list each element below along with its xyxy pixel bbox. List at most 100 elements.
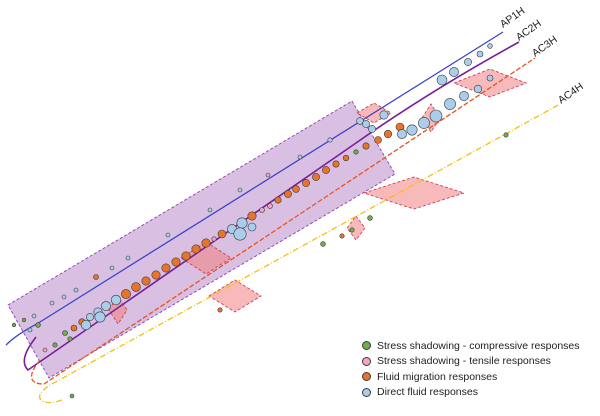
response-marker (207, 207, 213, 213)
response-marker (267, 203, 273, 209)
response-marker (322, 166, 330, 174)
legend-item-tensile: Stress shadowing - tensile responses (362, 354, 598, 370)
well-path-ac2h (23, 41, 520, 372)
response-marker (217, 307, 223, 313)
response-marker (368, 125, 376, 133)
legend-label-direct-fluid: Direct fluid responses (377, 386, 478, 399)
response-marker (436, 74, 448, 86)
response-marker (11, 322, 17, 328)
response-marker (80, 319, 92, 331)
response-marker (49, 300, 55, 306)
compressive-marker-icon (362, 341, 371, 351)
fracture-zone (362, 176, 466, 210)
response-markers-layer (11, 43, 509, 399)
response-marker (171, 257, 181, 267)
response-marker (191, 244, 201, 254)
response-marker (151, 270, 161, 280)
stimulated-region-layer (7, 100, 396, 379)
response-marker (327, 137, 333, 143)
legend-label-tensile: Stress shadowing - tensile responses (377, 355, 551, 368)
fluid-migration-marker-icon (362, 372, 371, 382)
response-marker (476, 50, 484, 58)
response-marker (73, 287, 79, 293)
response-marker (312, 173, 320, 181)
legend-item-compressive: Stress shadowing - compressive responses (362, 338, 598, 354)
response-marker (93, 274, 99, 280)
response-marker (339, 233, 345, 239)
response-marker (69, 393, 75, 399)
direct-fluid-marker-icon (362, 387, 371, 397)
response-marker (374, 136, 382, 144)
response-marker (109, 265, 115, 271)
response-marker (379, 110, 389, 120)
fracture-zone (346, 215, 366, 241)
response-marker (444, 98, 456, 110)
response-marker (62, 330, 68, 336)
response-marker (181, 251, 191, 261)
response-marker (418, 117, 430, 129)
response-marker (121, 289, 131, 299)
response-marker (211, 236, 217, 242)
well-paths-layer (5, 31, 561, 404)
response-marker (236, 217, 248, 229)
well-label-ac3h: AC3H (530, 34, 560, 60)
response-marker (161, 263, 171, 273)
response-marker (362, 120, 370, 128)
well-label-ac2h: AC2H (514, 18, 544, 44)
response-marker (397, 129, 407, 139)
well-label-ac4h: AC4H (556, 81, 586, 107)
response-marker (356, 117, 364, 125)
response-marker (459, 91, 469, 101)
response-marker (292, 185, 300, 193)
legend-item-fluid-migration: Fluid migration responses (362, 369, 598, 385)
well-path-ap1h (5, 31, 504, 346)
response-marker (52, 342, 58, 348)
response-marker (473, 84, 483, 94)
tensile-marker-icon (362, 356, 371, 366)
response-marker (320, 241, 326, 247)
response-marker (429, 109, 443, 123)
response-marker (131, 282, 141, 292)
response-marker (237, 187, 243, 193)
response-marker (217, 229, 227, 239)
fracture-zone (208, 279, 262, 313)
response-marker (21, 317, 27, 323)
well-labels-layer: AP1H AC2H AC3H AC4H (498, 5, 586, 107)
response-marker (247, 211, 257, 221)
response-marker (125, 255, 131, 261)
response-marker (247, 222, 257, 232)
response-marker (332, 160, 340, 168)
response-marker (259, 207, 265, 213)
stimulated-region (7, 100, 396, 379)
legend-item-direct-fluid: Direct fluid responses (362, 385, 598, 401)
response-marker (110, 294, 122, 306)
response-marker (342, 154, 350, 162)
response-marker (141, 276, 151, 286)
response-marker (274, 196, 282, 204)
response-marker (367, 215, 373, 221)
response-marker (94, 311, 106, 323)
well-path-ac3h (30, 57, 536, 385)
response-marker (201, 238, 211, 248)
response-marker (486, 74, 494, 82)
response-marker (233, 227, 247, 241)
response-marker (27, 327, 33, 333)
response-marker (353, 149, 359, 155)
response-marker (265, 172, 271, 178)
well-path-ac4h (39, 103, 561, 404)
response-marker (302, 179, 310, 187)
legend: Stress shadowing - compressive responses… (362, 338, 598, 400)
response-marker (67, 336, 73, 342)
response-marker (362, 142, 370, 150)
response-marker (70, 324, 78, 332)
legend-label-compressive: Stress shadowing - compressive responses (377, 339, 580, 352)
legend-label-fluid-migration: Fluid migration responses (377, 370, 498, 383)
response-marker (349, 227, 355, 233)
response-marker (31, 313, 37, 319)
response-marker (35, 322, 41, 328)
response-marker (487, 43, 493, 49)
response-marker (42, 347, 48, 353)
response-marker (406, 124, 418, 136)
response-marker (449, 67, 459, 77)
